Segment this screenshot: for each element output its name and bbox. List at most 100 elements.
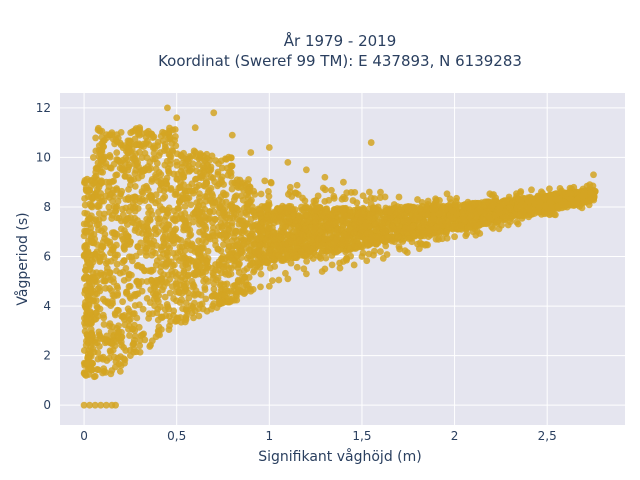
scatter-point: [120, 165, 128, 173]
scatter-point: [191, 307, 199, 315]
scatter-point: [439, 204, 447, 212]
tick-labels: 0 0,5 1 1,5 2 2,5 0 2 4 6 8 10 12: [36, 101, 557, 443]
scatter-point: [206, 167, 214, 175]
scatter-point: [125, 253, 133, 261]
scatter-point: [284, 158, 292, 166]
scatter-point: [279, 223, 286, 231]
scatter-point: [91, 401, 99, 409]
scatter-point: [154, 327, 162, 335]
scatter-point: [214, 168, 222, 176]
scatter-point: [372, 226, 380, 234]
scatter-point: [143, 222, 151, 230]
scatter-point: [378, 220, 386, 227]
scatter-point: [465, 223, 473, 231]
scatter-point: [245, 246, 253, 254]
scatter-point: [382, 207, 390, 215]
scatter-point: [206, 197, 214, 205]
scatter-point: [131, 302, 139, 309]
scatter-point: [154, 177, 162, 185]
scatter-point: [223, 262, 231, 270]
scatter-point: [147, 194, 155, 202]
scatter-point: [208, 152, 216, 160]
scatter-point: [505, 193, 513, 201]
scatter-point: [164, 303, 172, 311]
scatter-point: [87, 238, 95, 246]
scatter-point: [134, 261, 142, 269]
scatter-point: [195, 202, 203, 210]
scatter-point: [182, 240, 190, 248]
scatter-point: [404, 206, 412, 214]
scatter-point: [317, 218, 325, 226]
scatter-point: [139, 189, 147, 197]
scatter-point: [195, 312, 203, 320]
scatter-point: [180, 181, 187, 188]
scatter-point: [304, 217, 312, 225]
scatter-point: [292, 217, 299, 225]
scatter-point: [366, 211, 374, 219]
scatter-point: [453, 194, 460, 202]
scatter-point: [242, 209, 250, 216]
scatter-point: [115, 322, 122, 330]
scatter-point: [94, 355, 102, 363]
scatter-point: [528, 186, 535, 194]
scatter-point: [101, 230, 109, 238]
scatter-point: [173, 317, 181, 325]
y-tick-label: 6: [43, 250, 51, 264]
scatter-point: [230, 257, 238, 265]
scatter-point: [267, 246, 275, 253]
scatter-point: [416, 205, 424, 213]
scatter-point: [173, 114, 181, 122]
scatter-point: [114, 306, 121, 314]
scatter-point: [149, 155, 157, 163]
scatter-point: [119, 313, 127, 321]
scatter-point: [216, 203, 223, 211]
scatter-point: [238, 248, 245, 255]
scatter-point: [222, 191, 230, 199]
scatter-point: [201, 286, 209, 293]
scatter-point: [359, 192, 367, 200]
scatter-point: [117, 362, 125, 369]
scatter-point: [106, 208, 114, 216]
scatter-point: [110, 177, 118, 185]
scatter-point: [552, 211, 559, 219]
scatter-point: [228, 131, 236, 139]
scatter-point: [519, 208, 527, 216]
scatter-point: [112, 208, 120, 215]
scatter-point: [368, 233, 376, 241]
scatter-point: [210, 285, 218, 293]
scatter-point: [218, 178, 226, 186]
scatter-point: [285, 218, 293, 226]
scatter-point: [191, 124, 199, 132]
scatter-point: [328, 211, 336, 219]
scatter-point: [140, 184, 148, 191]
scatter-point: [214, 274, 222, 282]
scatter-point: [265, 282, 273, 290]
scatter-point: [422, 240, 430, 248]
y-tick-label: 12: [36, 101, 51, 115]
scatter-point: [143, 245, 150, 253]
scatter-point: [83, 293, 91, 301]
scatter-point: [157, 303, 164, 311]
scatter-point: [339, 206, 347, 214]
scatter-point: [108, 215, 116, 222]
scatter-point: [107, 348, 115, 356]
scatter-point: [340, 258, 347, 265]
scatter-point: [562, 201, 570, 208]
scatter-point: [181, 209, 189, 217]
scatter-point: [114, 291, 121, 299]
scatter-point: [469, 228, 477, 236]
scatter-point: [133, 277, 141, 285]
scatter-point: [590, 171, 597, 179]
scatter-point: [131, 182, 139, 190]
scatter-point: [136, 148, 143, 156]
scatter-point: [233, 176, 241, 184]
scatter-point: [162, 177, 170, 185]
scatter-point: [112, 171, 120, 179]
scatter-point: [88, 366, 96, 374]
scatter-point: [117, 190, 125, 198]
scatter-point: [513, 218, 521, 226]
scatter-point: [217, 214, 225, 222]
scatter-point: [311, 213, 319, 221]
scatter-point: [211, 237, 219, 245]
